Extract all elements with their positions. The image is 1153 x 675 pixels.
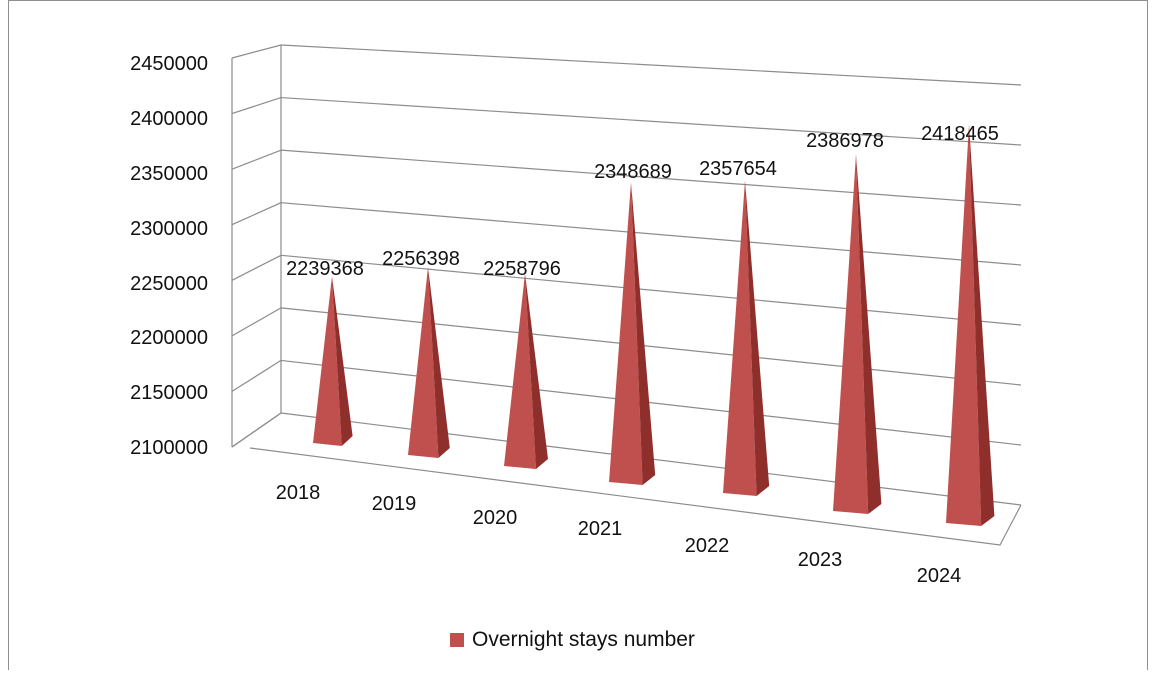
- side-gridline: [231, 254, 282, 281]
- side-gridline: [231, 202, 282, 226]
- bar-side-face: [969, 124, 995, 527]
- bar-front-face: [313, 276, 342, 446]
- x-axis-labels: 2018 2019 2020 2021 2022 2023 2024: [276, 482, 962, 587]
- legend: Overnight stays number: [450, 628, 695, 652]
- side-gridline: [231, 307, 282, 337]
- y-tick-label: 2150000: [130, 382, 208, 404]
- side-gridline: [231, 97, 282, 115]
- gridline: [280, 96, 1022, 146]
- bar-side-face: [631, 182, 656, 486]
- x-tick-label: 2021: [578, 518, 623, 540]
- bar-side-face: [745, 180, 770, 497]
- gridline: [280, 44, 1022, 86]
- gridline: [280, 307, 1022, 386]
- floor-edge-left: [231, 412, 282, 448]
- y-tick-label: 2100000: [130, 437, 208, 459]
- bar-2019: [408, 267, 450, 458]
- legend-swatch: [450, 633, 464, 647]
- y-tick-label: 2350000: [130, 163, 208, 185]
- data-label: 2256398: [382, 248, 460, 270]
- data-labels: 2239368 2256398 2258796 2348689 2357654 23869…: [286, 123, 999, 280]
- bar-2024: [946, 124, 995, 527]
- bar-side-face: [856, 154, 882, 514]
- gridline: [280, 202, 1022, 266]
- bar-2023: [833, 154, 882, 514]
- y-tick-label: 2300000: [130, 218, 208, 240]
- side-gridline: [231, 359, 282, 392]
- gridline: [280, 359, 1022, 446]
- y-tick-label: 2200000: [130, 327, 208, 349]
- x-tick-label: 2018: [276, 482, 321, 504]
- data-label: 2258796: [483, 258, 561, 280]
- bar-side-face: [332, 276, 353, 446]
- x-tick-label: 2019: [372, 493, 417, 515]
- bar-front-face: [723, 180, 757, 497]
- bar-front-face: [609, 182, 643, 486]
- bar-2020: [504, 273, 548, 469]
- legend-label: Overnight stays number: [472, 628, 695, 651]
- bar-front-face: [946, 124, 982, 527]
- bar-2022: [723, 180, 770, 497]
- bar-2021: [609, 182, 656, 486]
- data-label: 2348689: [594, 161, 672, 183]
- bar-front-face: [833, 154, 869, 514]
- gridline: [280, 149, 1022, 206]
- data-label: 2357654: [699, 158, 777, 180]
- floor-edge-front: [249, 447, 1022, 546]
- bars: [313, 124, 995, 527]
- y-tick-label: 2250000: [130, 273, 208, 295]
- data-label: 2386978: [806, 130, 884, 152]
- y-tick-label: 2450000: [130, 53, 208, 75]
- data-label: 2239368: [286, 258, 364, 280]
- y-axis-ticks: 2100000 2150000 2200000 2250000 2300000 23500…: [130, 53, 208, 459]
- x-tick-label: 2023: [798, 549, 843, 571]
- bar-side-face: [428, 267, 450, 458]
- y-tick-label: 2400000: [130, 108, 208, 130]
- bar-2018: [313, 276, 353, 446]
- x-tick-label: 2024: [917, 565, 962, 587]
- bar-front-face: [504, 273, 536, 469]
- gridline: [280, 254, 1022, 326]
- x-tick-label: 2022: [685, 535, 730, 557]
- data-label: 2418465: [921, 123, 999, 145]
- x-tick-label: 2020: [473, 507, 518, 529]
- side-gridline: [231, 149, 282, 170]
- bar-front-face: [408, 267, 439, 458]
- side-gridline: [231, 44, 282, 59]
- bar-side-face: [525, 273, 548, 469]
